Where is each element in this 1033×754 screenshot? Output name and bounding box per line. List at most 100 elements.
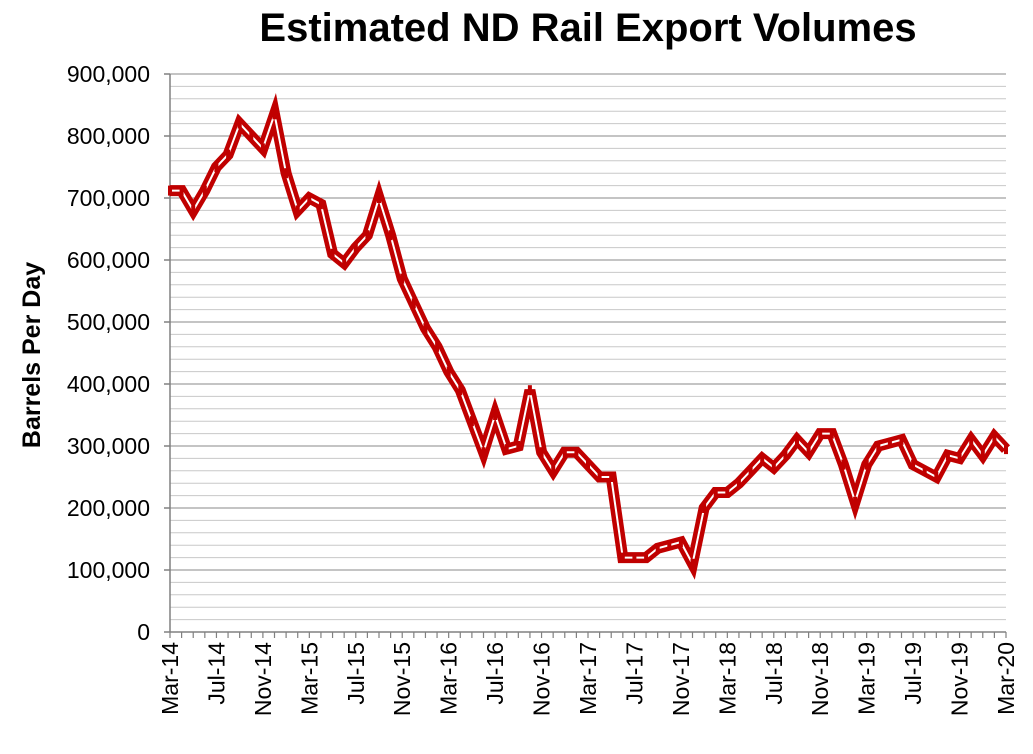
y-tick-label: 400,000: [67, 371, 150, 397]
data-point: [481, 447, 486, 458]
y-tick-label: 900,000: [67, 61, 150, 87]
data-point: [562, 447, 567, 458]
gridlines: [170, 73, 1006, 621]
data-point: [713, 487, 718, 498]
data-point: [620, 552, 625, 563]
data-point: [458, 385, 463, 396]
data-point: [272, 109, 277, 120]
x-tick-label: Mar-14: [157, 642, 183, 715]
x-tick-label: Jul-18: [761, 642, 787, 705]
data-point: [655, 543, 660, 554]
y-tick-label: 800,000: [67, 123, 150, 149]
data-point: [493, 410, 498, 420]
data-point: [353, 242, 358, 253]
y-tick-label: 300,000: [67, 433, 150, 459]
data-point: [423, 323, 428, 334]
y-tick-label: 100,000: [67, 557, 150, 583]
data-point: [957, 453, 962, 464]
x-axis-tick-labels: Mar-14 Jul-14 Nov-14 Mar-15 Jul-15 Nov-15 Mar-…: [157, 642, 1019, 716]
data-point: [864, 459, 869, 470]
x-tick-label: Nov-17: [668, 642, 694, 716]
data-point: [911, 459, 916, 470]
data-point: [667, 540, 672, 551]
data-point: [330, 248, 335, 259]
x-tick-label: Mar-20: [993, 642, 1019, 715]
chart-title: Estimated ND Rail Export Volumes: [259, 6, 917, 50]
series-layer: [168, 93, 1011, 580]
data-point: [934, 472, 939, 482]
x-tick-label: Mar-19: [854, 642, 880, 715]
data-point: [992, 431, 997, 442]
x-tick-label: Mar-17: [575, 642, 601, 715]
x-tick-label: Jul-17: [621, 642, 647, 705]
data-point: [249, 131, 254, 141]
data-point: [260, 143, 265, 154]
data-point: [597, 472, 602, 482]
x-tick-label: Mar-18: [714, 642, 740, 715]
data-point: [760, 453, 765, 464]
y-tick-label: 500,000: [67, 309, 150, 335]
data-point: [527, 385, 532, 396]
data-point: [887, 437, 892, 448]
data-point: [678, 537, 683, 548]
x-tick-label: Mar-15: [296, 642, 322, 715]
x-tick-label: Nov-14: [250, 642, 276, 716]
data-point: [237, 118, 242, 129]
data-point: [388, 230, 393, 241]
y-tick-label: 200,000: [67, 495, 150, 521]
x-tick-label: Mar-16: [436, 642, 462, 715]
data-point: [922, 465, 927, 476]
data-point: [586, 459, 590, 470]
data-point: [214, 162, 219, 172]
data-point: [980, 450, 985, 461]
data-point: [945, 450, 950, 461]
series-line-outer: [170, 93, 1011, 580]
data-point: [644, 552, 649, 563]
data-point: [574, 447, 579, 458]
data-point: [806, 447, 811, 458]
data-point: [841, 459, 846, 470]
data-point: [829, 428, 834, 439]
data-point: [377, 193, 381, 203]
data-point: [226, 149, 231, 160]
data-point: [551, 465, 556, 476]
y-axis-label: Barrels Per Day: [18, 262, 46, 448]
data-point: [748, 465, 753, 476]
data-point: [365, 230, 370, 241]
data-point: [400, 273, 405, 284]
data-point: [435, 341, 440, 352]
y-tick-label: 700,000: [67, 185, 150, 211]
x-tick-label: Jul-15: [343, 642, 369, 705]
data-point: [318, 199, 323, 210]
y-tick-label: 600,000: [67, 247, 150, 273]
data-point: [609, 472, 614, 482]
data-point: [284, 168, 289, 179]
data-point: [411, 298, 416, 309]
x-tick-label: Jul-19: [900, 642, 926, 705]
data-point: [504, 444, 509, 455]
data-point: [795, 434, 799, 445]
data-point: [632, 552, 637, 563]
data-point: [899, 434, 904, 445]
data-point: [342, 258, 347, 269]
data-point: [771, 462, 776, 473]
data-point: [516, 441, 521, 451]
x-tick-label: Jul-16: [482, 642, 508, 705]
data-point: [202, 185, 207, 196]
y-axis-tick-labels: 0 100,000 200,000 300,000 400,000 500,000 600,…: [67, 61, 150, 645]
data-point: [702, 503, 707, 513]
data-point: [853, 496, 858, 507]
data-point: [179, 185, 184, 196]
data-point: [969, 434, 974, 445]
axes: [164, 73, 1007, 638]
data-point: [295, 205, 300, 216]
data-point: [736, 478, 741, 489]
data-point: [191, 205, 196, 216]
data-point: [307, 193, 312, 203]
data-point: [690, 558, 695, 569]
x-tick-label: Jul-14: [203, 642, 229, 705]
data-point: [1004, 444, 1008, 455]
data-point: [725, 487, 730, 498]
x-tick-label: Nov-15: [389, 642, 415, 716]
